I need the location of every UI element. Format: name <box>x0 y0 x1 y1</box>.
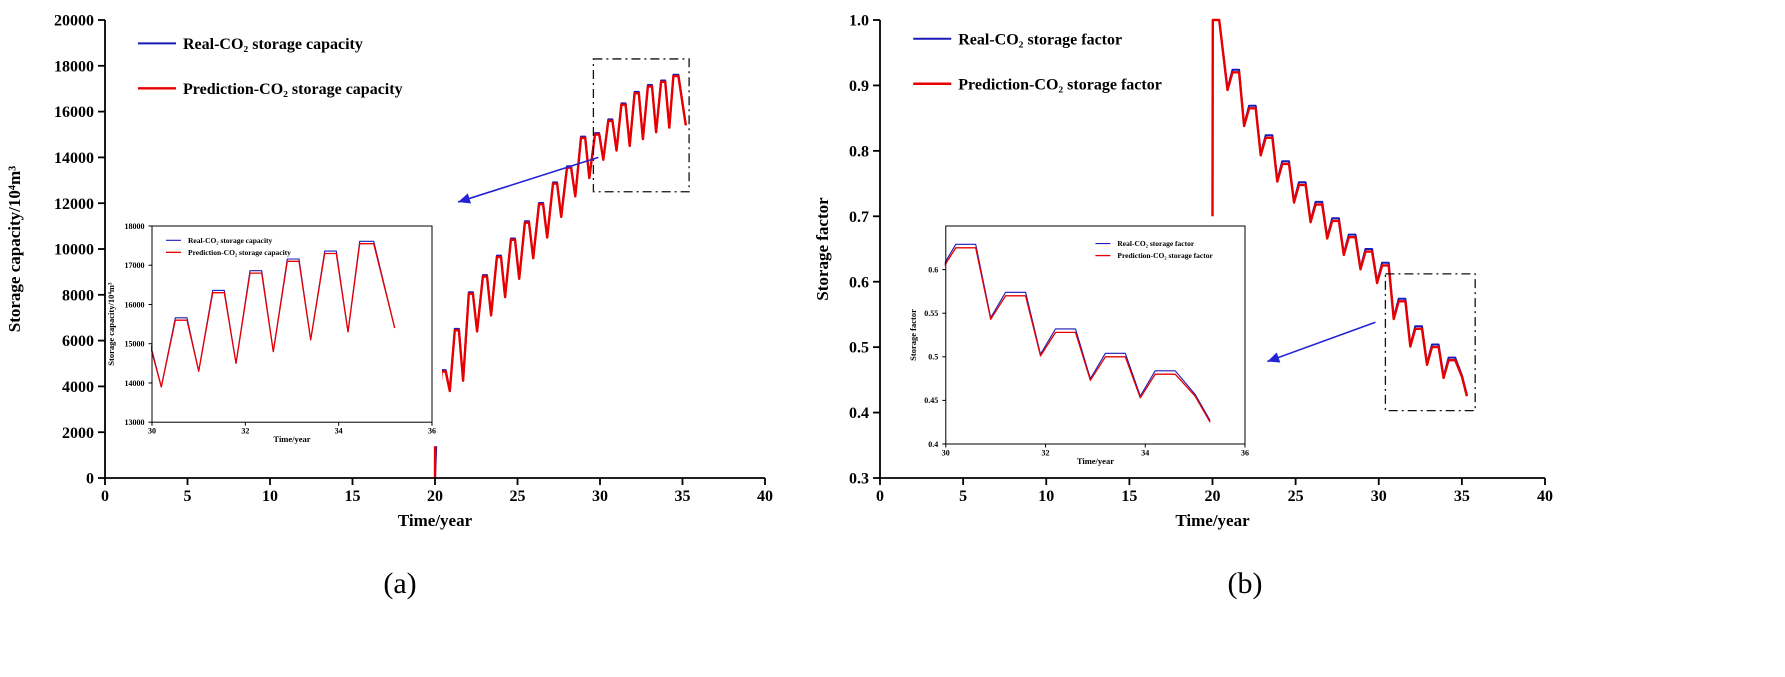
y-axis-title: Storage factor <box>908 309 918 361</box>
x-tick-label: 36 <box>1241 449 1249 458</box>
series-line-prediction <box>944 247 1211 423</box>
x-tick-label: 20 <box>427 488 443 505</box>
y-tick-label: 20000 <box>54 13 94 30</box>
legend-label: Prediction-CO₂ storage factor <box>958 76 1162 93</box>
x-tick-label: 32 <box>241 427 249 436</box>
x-tick-label: 10 <box>262 488 278 505</box>
x-tick-label: 30 <box>942 449 950 458</box>
highlight-box <box>1384 273 1476 412</box>
y-axis-title: Storage capacity/10⁴m³ <box>5 166 24 332</box>
legend-label: Real-CO₂ storage capacity <box>188 236 273 245</box>
y-tick-label: 0.5 <box>849 340 869 357</box>
y-tick-label: 0.55 <box>924 309 938 318</box>
x-tick-label: 30 <box>1371 488 1387 505</box>
x-tick-label: 34 <box>1141 449 1149 458</box>
legend-label: Real-CO₂ storage factor <box>958 31 1122 48</box>
caption-a: (a) <box>383 567 417 600</box>
x-tick-label: 5 <box>959 488 967 505</box>
y-axis-title: Storage capacity/10⁴m³ <box>106 282 116 366</box>
inset-underlay <box>112 218 442 447</box>
y-tick-label: 10000 <box>54 242 94 259</box>
caption-b: (b) <box>1227 567 1263 600</box>
x-tick-label: 10 <box>1038 488 1054 505</box>
y-tick-label: 0.6 <box>849 274 869 291</box>
chart-a: 0 5 10 15 20 25 30 35 40 0 2000 4000 6000 8000 10000 12… <box>5 13 773 530</box>
legend-label: Prediction-CO₂ storage factor <box>1117 251 1213 260</box>
inset-underlay <box>905 218 1255 468</box>
series-line-prediction <box>151 243 396 388</box>
y-tick-label: 14000 <box>125 379 145 388</box>
legend-label: Real-CO₂ storage factor <box>1117 239 1194 248</box>
y-tick-label: 0.9 <box>849 78 869 95</box>
x-tick-label: 32 <box>1042 449 1050 458</box>
legend-label: Prediction-CO₂ storage capacity <box>188 248 291 257</box>
plot-frame <box>945 225 1246 445</box>
series-line-real <box>434 73 687 479</box>
x-axis-title: Time/year <box>273 434 310 444</box>
x-tick-label: 40 <box>1537 488 1553 505</box>
panel-a: 0 5 10 15 20 25 30 35 40 0 2000 4000 6000 8000 10000 12… <box>0 8 800 601</box>
y-tick-label: 14000 <box>54 150 94 167</box>
y-tick-label: 0.6 <box>928 265 938 274</box>
x-tick-label: 15 <box>345 488 361 505</box>
y-tick-label: 0.4 <box>928 440 938 449</box>
x-tick-label: 15 <box>1121 488 1137 505</box>
series-line-prediction <box>1211 18 1469 397</box>
y-tick-label: 6000 <box>62 333 94 350</box>
y-tick-label: 0 <box>86 471 94 488</box>
inset-arrow <box>1267 321 1376 363</box>
x-tick-label: 36 <box>428 427 436 436</box>
x-tick-label: 5 <box>184 488 192 505</box>
x-tick-label: 20 <box>1205 488 1221 505</box>
y-tick-label: 0.45 <box>924 396 938 405</box>
y-tick-label: 8000 <box>62 287 94 304</box>
y-tick-label: 13000 <box>125 418 145 427</box>
x-tick-label: 35 <box>675 488 691 505</box>
x-tick-label: 34 <box>335 427 343 436</box>
y-tick-label: 0.4 <box>849 405 869 422</box>
plot-frame <box>151 225 433 423</box>
x-tick-label: 25 <box>510 488 526 505</box>
y-tick-label: 12000 <box>54 196 94 213</box>
x-axis-title: Time/year <box>1077 456 1114 466</box>
x-tick-label: 25 <box>1288 488 1304 505</box>
x-axis-title: Time/year <box>1175 511 1250 530</box>
y-axis-title: Storage factor <box>813 197 832 301</box>
x-tick-label: 30 <box>592 488 608 505</box>
y-tick-label: 18000 <box>54 58 94 75</box>
y-tick-label: 18000 <box>125 222 145 231</box>
x-tick-label: 0 <box>101 488 109 505</box>
y-tick-label: 4000 <box>62 379 94 396</box>
y-tick-label: 0.8 <box>849 143 869 160</box>
y-tick-label: 17000 <box>125 261 145 270</box>
series-line-prediction <box>433 74 687 479</box>
y-tick-label: 0.5 <box>928 353 938 362</box>
x-axis-title: Time/year <box>398 511 473 530</box>
series-line-real <box>944 243 1211 421</box>
y-tick-label: 2000 <box>62 425 94 442</box>
y-tick-label: 1.0 <box>849 13 869 30</box>
x-tick-label: 30 <box>148 427 156 436</box>
x-tick-label: 0 <box>876 488 884 505</box>
legend-label: Real-CO₂ storage capacity <box>183 36 363 53</box>
y-tick-label: 0.3 <box>849 471 869 488</box>
y-tick-label: 16000 <box>54 104 94 121</box>
legend-label: Prediction-CO₂ storage capacity <box>183 81 403 98</box>
x-tick-label: 40 <box>757 488 773 505</box>
chart-b: 0 5 10 15 20 25 30 35 40 0.3 0.4 0.5 0.6 0.7 0.8 0.9 1.0… <box>813 13 1553 530</box>
y-tick-label: 15000 <box>125 340 145 349</box>
x-tick-label: 35 <box>1454 488 1470 505</box>
y-tick-label: 16000 <box>125 300 145 309</box>
inset-arrow-head <box>1267 352 1281 363</box>
y-tick-label: 0.7 <box>849 209 869 226</box>
inset-arrow <box>457 156 599 203</box>
panel-b: 0 5 10 15 20 25 30 35 40 0.3 0.4 0.5 0.6 0.7 0.8 0.9 1.0… <box>805 8 1685 601</box>
inset-arrow-head <box>458 193 472 204</box>
